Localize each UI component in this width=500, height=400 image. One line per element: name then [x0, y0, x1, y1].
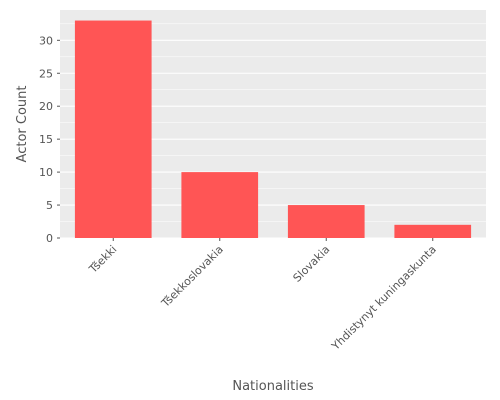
- y-tick-label: 20: [39, 100, 53, 113]
- y-axis-ticks: 0 5 10 15 20 25 30: [39, 34, 60, 245]
- y-tick-label: 10: [39, 166, 53, 179]
- bars: [74, 20, 472, 239]
- x-tick-label: Slovakia: [291, 243, 333, 285]
- bar: [181, 172, 259, 238]
- y-tick-label: 25: [39, 67, 53, 80]
- y-axis-title: Actor Count: [15, 86, 30, 163]
- bar: [74, 20, 152, 239]
- x-tick-label: Yhdistynyt kuningaskunta: [329, 243, 439, 353]
- y-tick-label: 5: [46, 199, 53, 212]
- y-tick-label: 0: [46, 232, 53, 245]
- x-axis-title: Nationalities: [232, 379, 313, 394]
- bar: [287, 205, 365, 238]
- y-tick-label: 30: [39, 34, 53, 47]
- x-tick-label: Tšekkoslovakia: [158, 243, 225, 310]
- bar: [394, 224, 472, 238]
- x-tick-label: Tšekki: [86, 243, 119, 276]
- y-tick-label: 15: [39, 133, 53, 146]
